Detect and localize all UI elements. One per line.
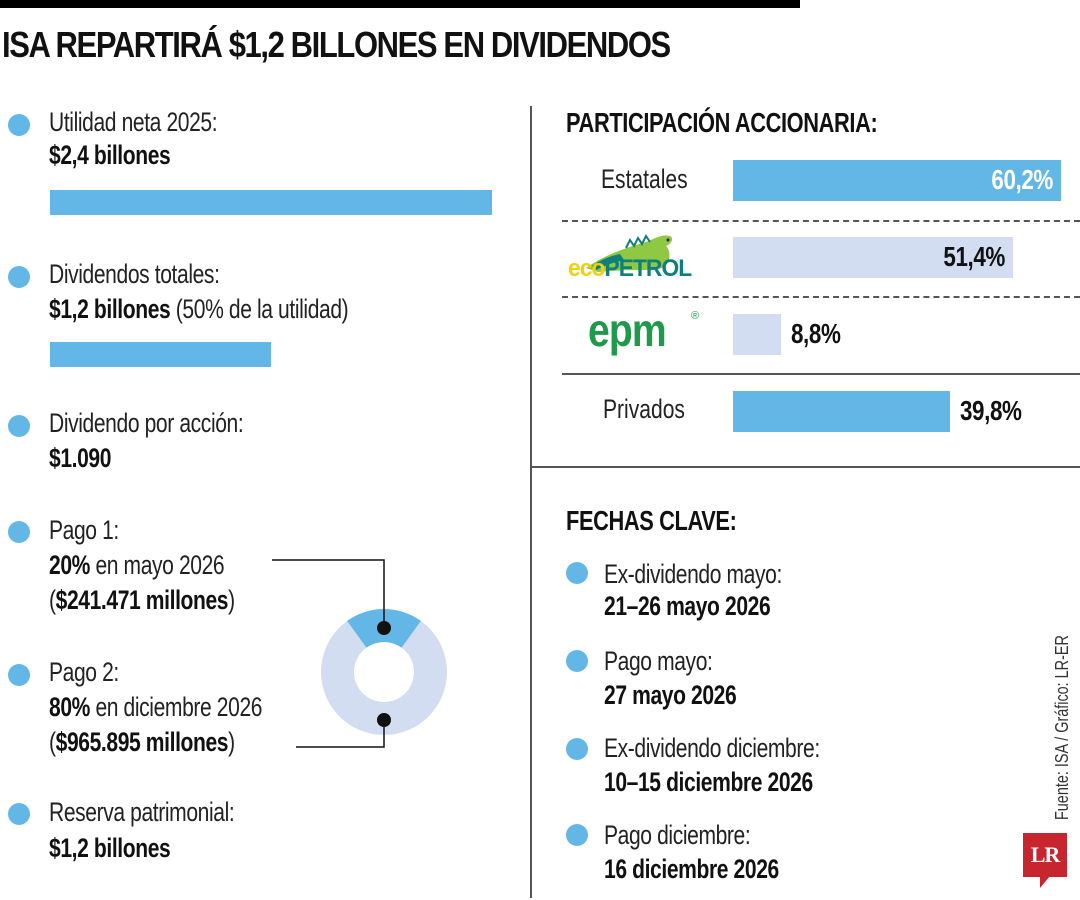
dashed-separator xyxy=(562,220,1080,222)
horizontal-divider xyxy=(531,466,1080,468)
shareholding-value-privados: 39,8% xyxy=(959,395,1022,426)
solid-separator xyxy=(562,373,1080,375)
total-dividends-note: (50% de la utilidad) xyxy=(170,294,349,324)
net-income-label: Utilidad neta 2025: xyxy=(49,107,218,137)
key-date-label: Pago mayo: xyxy=(604,646,713,676)
key-date-value: 27 mayo 2026 xyxy=(604,680,737,710)
bullet-icon xyxy=(8,415,30,437)
key-dates-title: FECHAS CLAVE: xyxy=(566,505,737,536)
bullet-icon xyxy=(566,650,588,672)
bullet-icon xyxy=(566,562,588,584)
payment1-leader-line xyxy=(272,559,385,628)
payment2-amount-line: ($965.895 millones) xyxy=(49,727,235,757)
ecopetrol-logo-eco: eco xyxy=(568,255,605,282)
payment1-amount-line: ($241.471 millones) xyxy=(49,585,235,615)
vertical-divider xyxy=(530,106,532,898)
payment1-amount: $241.471 millones xyxy=(55,585,229,615)
ecopetrol-logo-petrol: PETROL xyxy=(604,255,692,282)
total-dividends-bar xyxy=(50,342,271,367)
key-date-label: Pago diciembre: xyxy=(604,820,751,850)
shareholding-label-privados: Privados xyxy=(603,394,685,424)
payment1-detail: 20% en mayo 2026 xyxy=(49,550,225,581)
bullet-icon xyxy=(8,521,30,543)
payment2-amount: $965.895 millones xyxy=(55,727,229,757)
bullet-icon xyxy=(566,824,588,846)
lr-logo-tail xyxy=(1040,876,1050,888)
shareholding-label-estatales: Estatales xyxy=(601,164,688,194)
payment1-percent: 20% xyxy=(49,550,90,580)
donut-segment-payment2 xyxy=(321,621,448,736)
payment2-percent: 80% xyxy=(49,692,90,722)
payment2-date: en diciembre 2026 xyxy=(89,692,263,722)
payment2-marker xyxy=(377,713,391,727)
shareholding-value-ecopetrol: 51,4% xyxy=(943,241,1006,272)
iguana-icon xyxy=(586,234,673,272)
total-dividends-label: Dividendos totales: xyxy=(49,259,220,289)
lr-logo: LR xyxy=(1023,833,1067,877)
payment1-marker xyxy=(377,621,391,635)
registered-mark-icon: ® xyxy=(691,310,700,322)
shareholding-bar-estatales xyxy=(733,160,1061,201)
net-income-value: $2,4 billones xyxy=(49,140,171,170)
payment1-date: en mayo 2026 xyxy=(89,550,225,580)
bullet-icon xyxy=(566,738,588,760)
payment2-label: Pago 2: xyxy=(49,657,119,687)
key-date-value: 10–15 diciembre 2026 xyxy=(604,767,813,797)
key-date-label: Ex-dividendo mayo: xyxy=(604,559,782,589)
total-dividends-value: $1,2 billones (50% de la utilidad) xyxy=(49,294,349,325)
shareholding-bar-ecopetrol xyxy=(733,237,1014,278)
dashed-separator xyxy=(562,296,1080,298)
shareholding-bar-privados xyxy=(733,391,950,432)
shareholding-value-estatales: 60,2% xyxy=(991,164,1053,195)
bullet-icon xyxy=(8,114,30,136)
net-income-bar xyxy=(50,190,492,215)
payment2-detail: 80% en diciembre 2026 xyxy=(49,692,262,723)
bullet-icon xyxy=(8,803,30,825)
payment1-label: Pago 1: xyxy=(49,515,119,545)
shareholding-value-epm: 8,8% xyxy=(790,318,841,349)
equity-reserve-label: Reserva patrimonial: xyxy=(49,797,235,827)
bullet-icon xyxy=(8,664,30,686)
shareholding-bar-epm xyxy=(733,314,781,355)
bullet-icon xyxy=(8,266,30,288)
page-title: ISA REPARTIRÁ $1,2 BILLONES EN DIVIDENDO… xyxy=(2,24,671,65)
equity-reserve-value: $1,2 billones xyxy=(49,833,171,863)
total-dividends-amount: $1,2 billones xyxy=(49,294,171,324)
shareholding-title: PARTICIPACIÓN ACCIONARIA: xyxy=(566,107,878,138)
source-credit: Fuente: ISA / Gráfico: LR-ER xyxy=(1052,635,1072,820)
top-rule xyxy=(0,0,800,8)
dividend-per-share-value: $1.090 xyxy=(49,443,112,473)
key-date-label: Ex-dividendo diciembre: xyxy=(604,733,820,763)
key-date-value: 21–26 mayo 2026 xyxy=(604,591,771,621)
dividend-per-share-label: Dividendo por acción: xyxy=(49,408,244,438)
key-date-value: 16 diciembre 2026 xyxy=(604,854,779,884)
epm-logo-text: epm xyxy=(588,304,667,356)
payment2-leader-line xyxy=(296,720,385,748)
